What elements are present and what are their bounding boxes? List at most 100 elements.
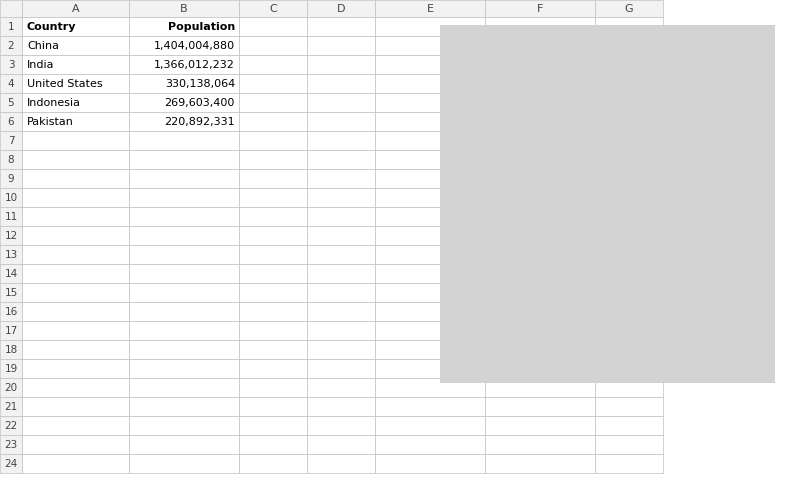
Bar: [485, 93, 595, 112]
Bar: [22, 378, 129, 397]
Bar: [239, 321, 307, 340]
Bar: [239, 378, 307, 397]
Text: China: China: [27, 40, 59, 50]
Bar: [0, 17, 22, 36]
Bar: [307, 93, 375, 112]
Bar: [307, 454, 375, 473]
Bar: [129, 55, 239, 74]
Bar: [485, 321, 595, 340]
Bar: [440, 25, 775, 383]
Bar: [22, 150, 129, 169]
Bar: [595, 245, 663, 264]
Text: 12: 12: [4, 231, 18, 241]
Bar: [0, 359, 22, 378]
Bar: [595, 207, 663, 226]
Bar: [239, 150, 307, 169]
Text: 3: 3: [8, 59, 14, 70]
Text: 14: 14: [4, 268, 18, 278]
Text: Population: Population: [167, 21, 235, 31]
Text: 220,892,331: 220,892,331: [164, 117, 235, 126]
Bar: [22, 264, 129, 283]
Text: United States: United States: [27, 79, 103, 89]
Bar: [129, 302, 239, 321]
Bar: [0, 131, 22, 150]
Bar: [22, 74, 129, 93]
Bar: [375, 416, 485, 435]
Bar: [595, 321, 663, 340]
Bar: [0, 302, 22, 321]
Bar: [129, 340, 239, 359]
Bar: [375, 74, 485, 93]
Bar: [485, 302, 595, 321]
Bar: [375, 226, 485, 245]
Bar: [307, 264, 375, 283]
Text: India: India: [27, 59, 54, 70]
Bar: [485, 207, 595, 226]
Bar: [239, 245, 307, 264]
Bar: [595, 454, 663, 473]
Bar: [485, 264, 595, 283]
Bar: [485, 188, 595, 207]
Bar: [129, 188, 239, 207]
Bar: [0, 55, 22, 74]
Bar: [22, 131, 129, 150]
Bar: [485, 340, 595, 359]
Bar: [0, 416, 22, 435]
Bar: [365, 69, 410, 383]
Bar: [239, 17, 307, 36]
Bar: [375, 302, 485, 321]
Bar: [307, 283, 375, 302]
Bar: [375, 150, 485, 169]
Bar: [22, 17, 129, 36]
Bar: [239, 112, 307, 131]
Text: 4: 4: [8, 79, 14, 89]
Bar: [307, 359, 375, 378]
Bar: [375, 36, 485, 55]
Bar: [375, 321, 485, 340]
Bar: [307, 55, 375, 74]
Bar: [595, 340, 663, 359]
Text: E: E: [426, 3, 434, 13]
Bar: [129, 17, 239, 36]
Bar: [375, 169, 485, 188]
Bar: [485, 169, 595, 188]
Bar: [0, 397, 22, 416]
Bar: [375, 55, 485, 74]
Bar: [129, 112, 239, 131]
Bar: [595, 188, 663, 207]
Text: A: A: [72, 3, 80, 13]
Bar: [0, 435, 22, 454]
Bar: [307, 302, 375, 321]
Bar: [129, 226, 239, 245]
Bar: [0, 112, 22, 131]
Bar: [485, 245, 595, 264]
Text: G: G: [625, 3, 634, 13]
Bar: [695, 334, 740, 383]
Text: 6: 6: [8, 117, 14, 126]
Bar: [129, 435, 239, 454]
Bar: [0, 321, 22, 340]
Bar: [22, 93, 129, 112]
Text: 20: 20: [5, 382, 18, 392]
Bar: [375, 283, 485, 302]
Bar: [129, 245, 239, 264]
Bar: [447, 77, 493, 383]
Bar: [307, 169, 375, 188]
Bar: [129, 150, 239, 169]
Text: 2: 2: [8, 40, 14, 50]
Text: 5: 5: [8, 98, 14, 108]
Bar: [22, 302, 129, 321]
Bar: [375, 207, 485, 226]
Bar: [595, 55, 663, 74]
Bar: [129, 454, 239, 473]
Bar: [0, 0, 22, 17]
Bar: [239, 340, 307, 359]
Bar: [0, 378, 22, 397]
Bar: [22, 359, 129, 378]
Bar: [129, 359, 239, 378]
Bar: [129, 321, 239, 340]
Text: 19: 19: [4, 364, 18, 374]
Text: 1,366,012,232: 1,366,012,232: [154, 59, 235, 70]
Bar: [129, 397, 239, 416]
Bar: [375, 131, 485, 150]
